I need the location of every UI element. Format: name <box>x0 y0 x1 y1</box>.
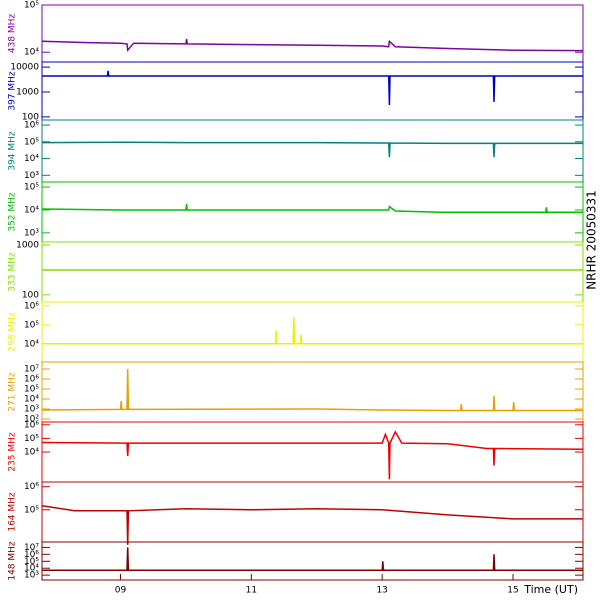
y-tick-label: 10³ <box>24 404 39 414</box>
y-tick-label: 10⁴ <box>24 339 39 349</box>
y-tick-label: 10³ <box>24 171 39 181</box>
data-line <box>41 368 583 412</box>
y-tick-label: 10⁶ <box>24 121 39 131</box>
y-tick-label: 10⁵ <box>24 320 39 330</box>
x-tick-label: 15 <box>507 586 518 596</box>
y-axis-label: 271 MHz <box>8 372 18 412</box>
y-tick-label: 10⁵ <box>24 384 39 394</box>
data-line <box>41 204 583 213</box>
y-tick-label: 10⁶ <box>24 301 39 311</box>
data-line <box>42 70 583 106</box>
panel-frame <box>41 541 584 581</box>
x-tick-label: 13 <box>376 586 387 596</box>
y-axis-label: 235 MHz <box>8 432 18 472</box>
y-tick-label: 10⁵ <box>24 1 39 11</box>
y-tick-label: 10⁴ <box>24 564 39 574</box>
y-axis-label: 298 MHz <box>8 312 18 352</box>
y-tick-label: 10⁵ <box>24 557 39 567</box>
data-line <box>42 317 583 345</box>
x-tick-label: 09 <box>115 586 127 596</box>
data-line <box>41 430 584 480</box>
y-tick-label: 10⁶ <box>24 482 39 492</box>
y-tick-label: 10⁶ <box>24 550 39 560</box>
y-tick-label: 10⁷ <box>24 364 39 374</box>
y-tick-label: 10² <box>24 414 39 424</box>
panel-frame <box>41 361 584 423</box>
y-tick-label: 10³ <box>24 228 39 238</box>
y-tick-label: 100 <box>22 290 39 300</box>
y-axis-label: 148 MHz <box>8 541 18 581</box>
y-tick-label: 10⁴ <box>24 394 39 404</box>
panel-frame <box>41 119 584 183</box>
panel-frame <box>41 421 584 483</box>
y-axis-label: 397 MHz <box>8 71 18 111</box>
y-tick-label: 10⁴ <box>24 205 39 215</box>
y-tick-label: 10⁵ <box>24 434 39 444</box>
y-axis-label: 438 MHz <box>8 14 18 54</box>
y-tick-label: 10⁵ <box>24 505 39 515</box>
y-tick-label: 100 <box>22 112 39 122</box>
panel-frame <box>41 241 584 303</box>
data-line <box>41 38 584 53</box>
panel-frame <box>41 61 584 121</box>
y-tick-label: 10⁴ <box>24 154 39 164</box>
y-axis-label: 333 MHz <box>8 252 18 292</box>
panel-frame <box>41 481 584 543</box>
y-tick-label: 10³ <box>24 571 39 581</box>
panel-frame <box>41 4 584 63</box>
y-axis-label: 394 MHz <box>8 131 18 171</box>
panel-frame <box>41 301 584 363</box>
y-tick-label: 10⁶ <box>24 420 39 430</box>
data-line <box>42 547 583 572</box>
y-tick-label: 10000 <box>10 63 39 73</box>
y-axis-label: 352 MHz <box>8 192 18 232</box>
y-tick-label: 10⁵ <box>24 137 39 147</box>
y-tick-label: 10⁶ <box>24 374 39 384</box>
data-line <box>41 504 583 545</box>
y-tick-label: 10⁷ <box>24 543 39 553</box>
y-tick-label: 1000 <box>16 87 39 97</box>
chart-title: NRHR 20050331 <box>585 190 599 290</box>
y-tick-label: 10⁴ <box>24 448 39 458</box>
y-tick-label: 10⁴ <box>24 48 39 58</box>
y-tick-label: 10⁵ <box>24 183 39 193</box>
x-axis-label: Time (UT) <box>523 583 578 596</box>
data-line <box>41 141 583 158</box>
y-tick-label: 1000 <box>16 241 39 251</box>
x-tick-label: 11 <box>246 586 257 596</box>
y-axis-label: 164 MHz <box>8 492 18 532</box>
